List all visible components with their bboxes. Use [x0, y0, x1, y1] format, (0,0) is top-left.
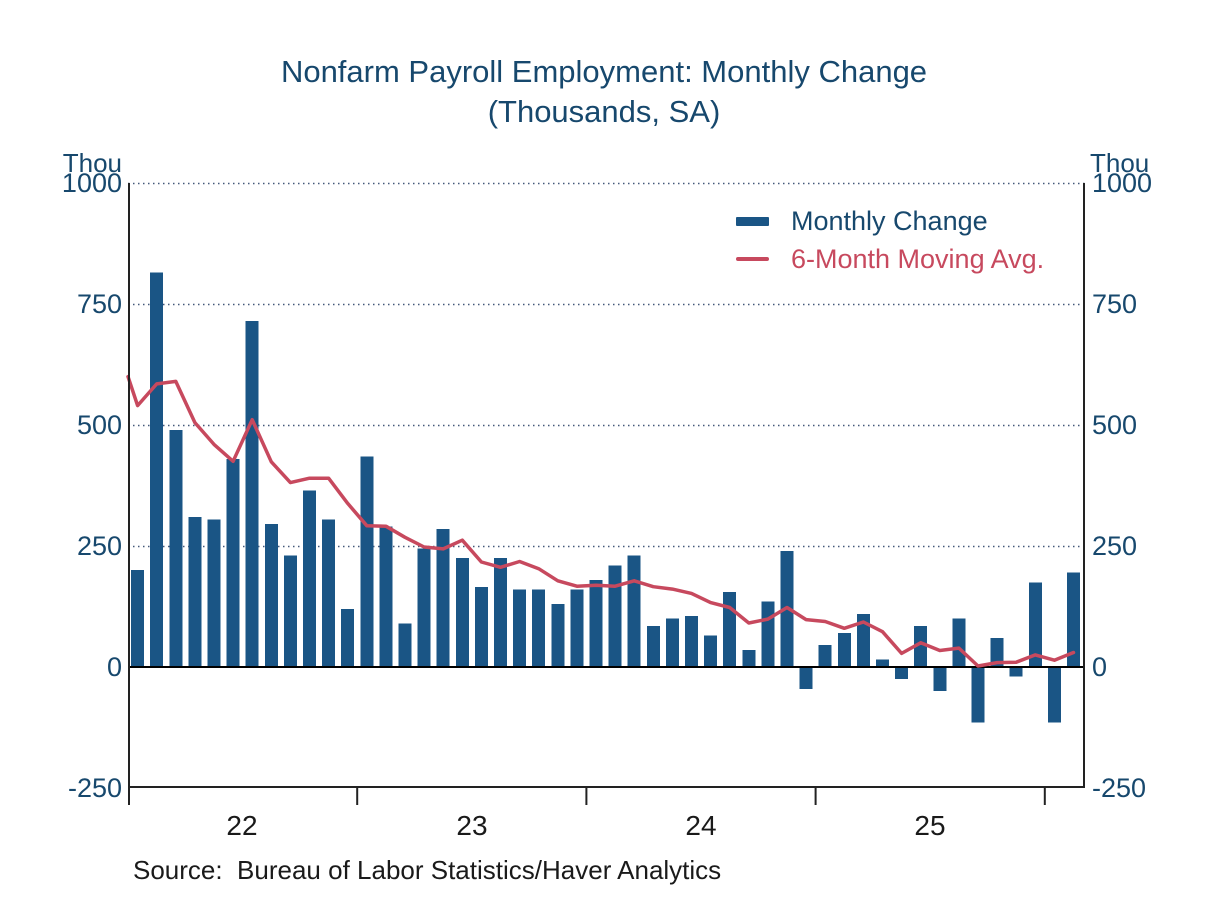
monthly-change-bar — [474, 587, 488, 667]
monthly-change-bar — [704, 635, 718, 667]
plot-area — [126, 182, 1085, 805]
chart-svg — [126, 182, 1085, 805]
y-tick-label-right: 0 — [1092, 652, 1108, 682]
y-unit-label-left: Thou — [62, 148, 122, 178]
y-tick-label-left: 500 — [76, 410, 122, 440]
monthly-change-bar — [283, 555, 297, 667]
y-tick-label-left: 250 — [76, 531, 122, 561]
monthly-change-bar — [589, 579, 603, 667]
monthly-change-bar — [895, 667, 909, 680]
monthly-change-bar — [914, 625, 928, 667]
monthly-change-bar — [493, 558, 507, 667]
monthly-change-bar — [990, 637, 1004, 667]
monthly-change-bar — [150, 272, 164, 667]
y-tick-label-left: 750 — [76, 289, 122, 319]
monthly-change-bar — [264, 524, 278, 667]
monthly-change-bar — [302, 490, 316, 667]
monthly-change-bar — [417, 548, 431, 667]
monthly-change-bar — [570, 589, 584, 667]
chart-title-line2: (Thousands, SA) — [487, 94, 721, 129]
monthly-change-bar — [684, 616, 698, 667]
x-year-label: 24 — [685, 810, 717, 841]
monthly-change-bar — [818, 645, 832, 667]
x-year-label: 22 — [226, 810, 258, 841]
x-year-label: 23 — [456, 810, 488, 841]
monthly-change-bar — [933, 667, 947, 692]
monthly-change-bar — [532, 589, 546, 667]
monthly-change-bar — [455, 558, 469, 667]
monthly-change-bar — [799, 667, 813, 689]
monthly-change-bar — [436, 529, 450, 667]
legend-label-monthly-change: Monthly Change — [791, 205, 988, 236]
monthly-change-bar — [1028, 582, 1042, 667]
y-unit-label-right: Thou — [1090, 148, 1150, 178]
line-series-swatch-icon — [736, 257, 769, 261]
monthly-change-bar — [551, 604, 565, 667]
monthly-change-bar — [341, 608, 355, 667]
moving-avg-line — [126, 374, 1076, 668]
monthly-change-bar — [971, 667, 985, 723]
monthly-change-bar — [856, 613, 870, 667]
monthly-change-bar — [245, 320, 259, 667]
monthly-change-bar — [360, 456, 374, 667]
bar-series-swatch-icon — [736, 216, 769, 226]
chart-title: Nonfarm Payroll Employment: Monthly Chan… — [0, 52, 1208, 132]
x-year-label: 25 — [914, 810, 946, 841]
legend: Monthly Change 6-Month Moving Avg. — [736, 202, 1044, 278]
monthly-change-bar — [875, 659, 889, 667]
y-tick-label-right: 250 — [1092, 531, 1138, 561]
monthly-change-bar — [322, 519, 336, 667]
y-tick-label-right: -250 — [1092, 773, 1147, 803]
y-tick-label-right: 750 — [1092, 289, 1138, 319]
monthly-change-bar — [742, 650, 756, 667]
monthly-change-bar — [723, 591, 737, 667]
monthly-change-bar — [226, 458, 240, 667]
monthly-change-bar — [1066, 572, 1080, 667]
y-tick-label-left: 1000 — [61, 168, 122, 198]
y-tick-label-left: -250 — [67, 773, 122, 803]
monthly-change-bar — [513, 589, 527, 667]
monthly-change-bar — [188, 516, 202, 667]
legend-item-monthly-change: Monthly Change — [736, 202, 1044, 240]
legend-item-moving-avg: 6-Month Moving Avg. — [736, 240, 1044, 278]
monthly-change-bar — [665, 618, 679, 667]
monthly-change-bar — [837, 633, 851, 667]
monthly-change-bar — [207, 519, 221, 667]
monthly-change-bar — [131, 570, 145, 667]
monthly-change-bar — [646, 625, 660, 667]
monthly-change-bar — [1047, 667, 1061, 723]
monthly-change-bar — [1009, 667, 1023, 677]
monthly-change-bar — [169, 429, 183, 667]
legend-label-moving-avg: 6-Month Moving Avg. — [791, 243, 1045, 274]
monthly-change-bar — [379, 526, 393, 667]
y-tick-label-left: 0 — [106, 652, 122, 682]
monthly-change-bar — [627, 555, 641, 667]
monthly-change-bar — [952, 618, 966, 667]
monthly-change-bar — [398, 623, 412, 667]
monthly-change-bar — [761, 601, 775, 667]
y-tick-label-right: 1000 — [1092, 168, 1153, 198]
monthly-change-bar — [608, 565, 622, 667]
source-text: Source: Bureau of Labor Statistics/Haver… — [133, 855, 722, 885]
y-tick-label-right: 500 — [1092, 410, 1138, 440]
chart-title-line1: Nonfarm Payroll Employment: Monthly Chan… — [280, 54, 928, 89]
